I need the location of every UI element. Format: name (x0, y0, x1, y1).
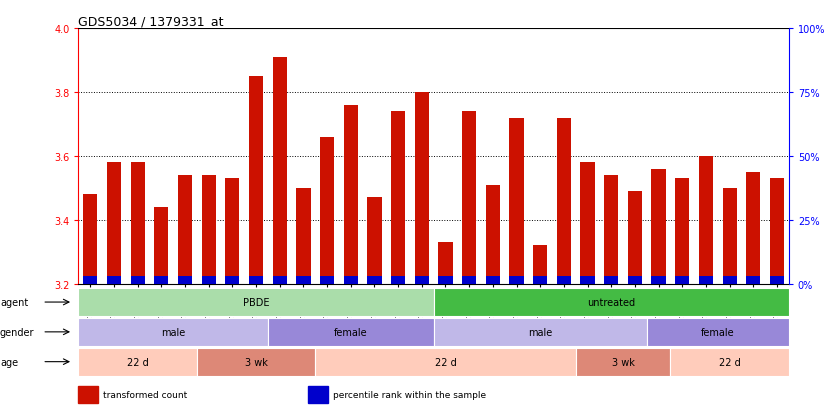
Bar (486, 276, 500, 284)
Bar (249, 77, 263, 284)
Bar (533, 246, 548, 284)
Bar (415, 93, 429, 284)
Bar (344, 276, 358, 284)
Bar (675, 179, 690, 284)
Text: GDS5034 / 1379331_at: GDS5034 / 1379331_at (78, 15, 224, 28)
Bar (225, 179, 240, 284)
Text: transformed count: transformed count (103, 390, 188, 399)
Bar (131, 163, 145, 284)
Text: percentile rank within the sample: percentile rank within the sample (333, 390, 487, 399)
Bar (131, 276, 145, 284)
Text: female: female (334, 327, 368, 337)
Bar (604, 276, 619, 284)
Bar (202, 276, 216, 284)
Text: 22 d: 22 d (127, 357, 149, 367)
Bar (308, 386, 328, 403)
Bar (652, 276, 666, 284)
Text: untreated: untreated (587, 297, 635, 307)
Bar (368, 198, 382, 284)
Text: 3 wk: 3 wk (244, 357, 268, 367)
Bar (273, 58, 287, 284)
Bar (225, 276, 240, 284)
Bar (154, 208, 169, 284)
Bar (83, 195, 97, 284)
Bar (557, 276, 571, 284)
Bar (770, 276, 784, 284)
Bar (770, 179, 784, 284)
Text: 22 d: 22 d (434, 357, 456, 367)
Bar (746, 276, 761, 284)
Bar (83, 276, 97, 284)
Bar (297, 276, 311, 284)
Bar (628, 192, 642, 284)
Bar (320, 138, 335, 284)
Text: gender: gender (0, 327, 35, 337)
Bar (368, 276, 382, 284)
Bar (297, 188, 311, 284)
Bar (533, 276, 548, 284)
Bar (344, 105, 358, 284)
Bar (723, 276, 737, 284)
Bar (723, 188, 737, 284)
Bar (439, 243, 453, 284)
Bar (675, 276, 690, 284)
Text: PBDE: PBDE (243, 297, 269, 307)
Bar (652, 169, 666, 284)
Bar (391, 276, 406, 284)
Bar (699, 157, 713, 284)
Bar (604, 176, 619, 284)
Bar (510, 118, 524, 284)
Bar (154, 276, 169, 284)
Bar (202, 176, 216, 284)
Bar (581, 163, 595, 284)
Text: male: male (528, 327, 553, 337)
Bar (107, 163, 121, 284)
Bar (273, 276, 287, 284)
Text: 22 d: 22 d (719, 357, 740, 367)
Bar (628, 276, 642, 284)
Bar (581, 276, 595, 284)
Bar (178, 276, 192, 284)
Bar (746, 173, 761, 284)
Bar (510, 276, 524, 284)
Bar (415, 276, 429, 284)
Bar (699, 276, 713, 284)
Text: agent: agent (0, 297, 28, 307)
Text: age: age (0, 357, 18, 367)
Text: 3 wk: 3 wk (611, 357, 634, 367)
Bar (391, 112, 406, 284)
Bar (320, 276, 335, 284)
Bar (462, 276, 477, 284)
Bar (107, 276, 121, 284)
Bar (486, 185, 500, 284)
Bar (439, 276, 453, 284)
Bar (557, 118, 571, 284)
Text: male: male (161, 327, 185, 337)
Text: female: female (701, 327, 734, 337)
Bar (462, 112, 477, 284)
Bar (249, 276, 263, 284)
Bar (78, 386, 98, 403)
Bar (178, 176, 192, 284)
